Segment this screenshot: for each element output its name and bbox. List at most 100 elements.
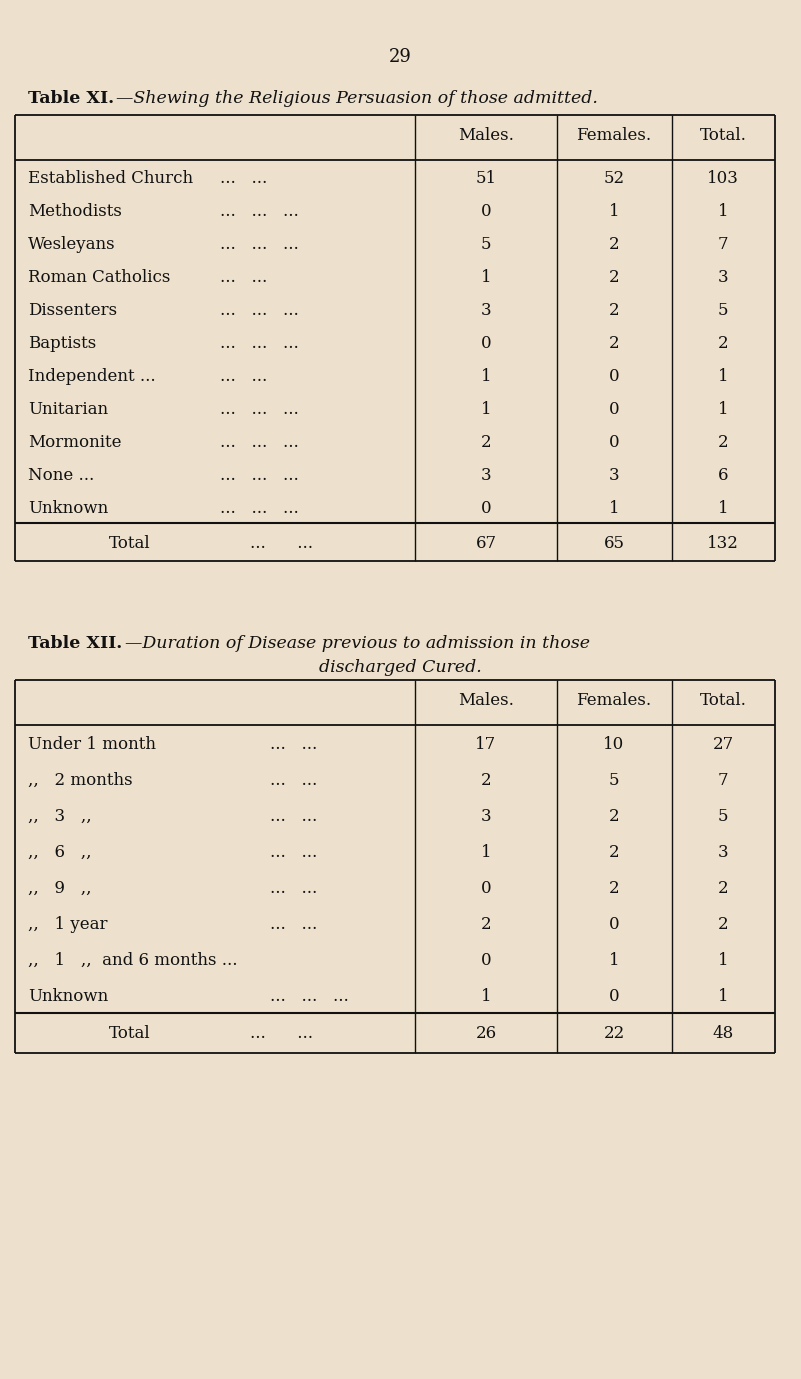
Text: 2: 2 — [609, 808, 619, 825]
Text: Unknown: Unknown — [28, 987, 108, 1005]
Text: Females.: Females. — [577, 692, 651, 709]
Text: 48: 48 — [712, 1025, 734, 1043]
Text: 0: 0 — [609, 916, 619, 934]
Text: 7: 7 — [718, 772, 728, 789]
Text: 1: 1 — [481, 987, 491, 1005]
Text: 1: 1 — [718, 401, 728, 418]
Text: 3: 3 — [718, 269, 728, 285]
Text: discharged Cured.: discharged Cured. — [319, 659, 481, 676]
Text: 1: 1 — [609, 203, 619, 221]
Text: Table XII.: Table XII. — [28, 634, 123, 652]
Text: ...   ...   ...: ... ... ... — [270, 987, 348, 1005]
Text: 0: 0 — [609, 368, 619, 385]
Text: 103: 103 — [707, 170, 739, 188]
Text: 1: 1 — [481, 844, 491, 860]
Text: 3: 3 — [718, 844, 728, 860]
Text: 1: 1 — [718, 368, 728, 385]
Text: Males.: Males. — [458, 127, 514, 143]
Text: 1: 1 — [481, 269, 491, 285]
Text: ...   ...   ...: ... ... ... — [220, 335, 299, 352]
Text: Roman Catholics: Roman Catholics — [28, 269, 171, 285]
Text: Established Church: Established Church — [28, 170, 193, 188]
Text: 1: 1 — [609, 501, 619, 517]
Text: 2: 2 — [481, 916, 491, 934]
Text: ...   ...: ... ... — [270, 880, 317, 896]
Text: 5: 5 — [609, 772, 619, 789]
Text: ...   ...: ... ... — [270, 772, 317, 789]
Text: ...   ...   ...: ... ... ... — [220, 302, 299, 319]
Text: Dissenters: Dissenters — [28, 302, 117, 319]
Text: 0: 0 — [609, 434, 619, 451]
Text: 22: 22 — [603, 1025, 625, 1043]
Text: ...   ...   ...: ... ... ... — [220, 236, 299, 252]
Text: 0: 0 — [481, 952, 491, 969]
Text: 2: 2 — [481, 434, 491, 451]
Text: Males.: Males. — [458, 692, 514, 709]
Text: 10: 10 — [603, 736, 625, 753]
Text: 2: 2 — [609, 269, 619, 285]
Text: ...   ...   ...: ... ... ... — [220, 401, 299, 418]
Text: ...   ...: ... ... — [270, 844, 317, 860]
Text: 2: 2 — [718, 335, 728, 352]
Text: 0: 0 — [609, 401, 619, 418]
Text: Baptists: Baptists — [28, 335, 96, 352]
Text: 2: 2 — [609, 844, 619, 860]
Text: 1: 1 — [481, 368, 491, 385]
Text: Females.: Females. — [577, 127, 651, 143]
Text: ...      ...: ... ... — [250, 1025, 313, 1043]
Text: ...   ...: ... ... — [270, 808, 317, 825]
Text: 65: 65 — [603, 535, 625, 552]
Text: ,,   9   ,,: ,, 9 ,, — [28, 880, 91, 896]
Text: 0: 0 — [481, 203, 491, 221]
Text: Total.: Total. — [699, 692, 747, 709]
Text: 132: 132 — [707, 535, 739, 552]
Text: 2: 2 — [609, 880, 619, 896]
Text: Under 1 month: Under 1 month — [28, 736, 156, 753]
Text: 1: 1 — [718, 987, 728, 1005]
Text: 2: 2 — [718, 434, 728, 451]
Text: 5: 5 — [481, 236, 491, 252]
Text: 3: 3 — [609, 467, 619, 484]
Text: 3: 3 — [481, 467, 491, 484]
Text: 5: 5 — [718, 808, 728, 825]
Text: 0: 0 — [481, 880, 491, 896]
Text: Wesleyans: Wesleyans — [28, 236, 115, 252]
Text: 27: 27 — [712, 736, 734, 753]
Text: ...   ...: ... ... — [220, 269, 268, 285]
Text: ,,   2 months: ,, 2 months — [28, 772, 133, 789]
Text: ...   ...: ... ... — [270, 736, 317, 753]
Text: ...   ...   ...: ... ... ... — [220, 434, 299, 451]
Text: 2: 2 — [718, 880, 728, 896]
Text: Total.: Total. — [699, 127, 747, 143]
Text: 17: 17 — [475, 736, 497, 753]
Text: Total: Total — [109, 535, 151, 552]
Text: 0: 0 — [481, 501, 491, 517]
Text: ,,   3   ,,: ,, 3 ,, — [28, 808, 91, 825]
Text: 29: 29 — [388, 48, 412, 66]
Text: ...   ...   ...: ... ... ... — [220, 467, 299, 484]
Text: Unknown: Unknown — [28, 501, 108, 517]
Text: Total: Total — [109, 1025, 151, 1043]
Text: ...   ...   ...: ... ... ... — [220, 203, 299, 221]
Text: 1: 1 — [481, 401, 491, 418]
Text: 67: 67 — [476, 535, 497, 552]
Text: 2: 2 — [609, 236, 619, 252]
Text: Mormonite: Mormonite — [28, 434, 122, 451]
Text: —Duration of Disease previous to admission in those: —Duration of Disease previous to admissi… — [125, 634, 590, 652]
Text: 2: 2 — [609, 302, 619, 319]
Text: Unitarian: Unitarian — [28, 401, 108, 418]
Text: 0: 0 — [609, 987, 619, 1005]
Text: 3: 3 — [481, 808, 491, 825]
Text: Independent ...: Independent ... — [28, 368, 155, 385]
Text: 6: 6 — [718, 467, 728, 484]
Text: ...   ...: ... ... — [270, 916, 317, 934]
Text: None ...: None ... — [28, 467, 95, 484]
Text: ...      ...: ... ... — [250, 535, 313, 552]
Text: 1: 1 — [609, 952, 619, 969]
Text: 0: 0 — [481, 335, 491, 352]
Text: ...   ...: ... ... — [220, 368, 268, 385]
Text: Methodists: Methodists — [28, 203, 122, 221]
Text: ...   ...: ... ... — [220, 170, 268, 188]
Text: 5: 5 — [718, 302, 728, 319]
Text: 1: 1 — [718, 203, 728, 221]
